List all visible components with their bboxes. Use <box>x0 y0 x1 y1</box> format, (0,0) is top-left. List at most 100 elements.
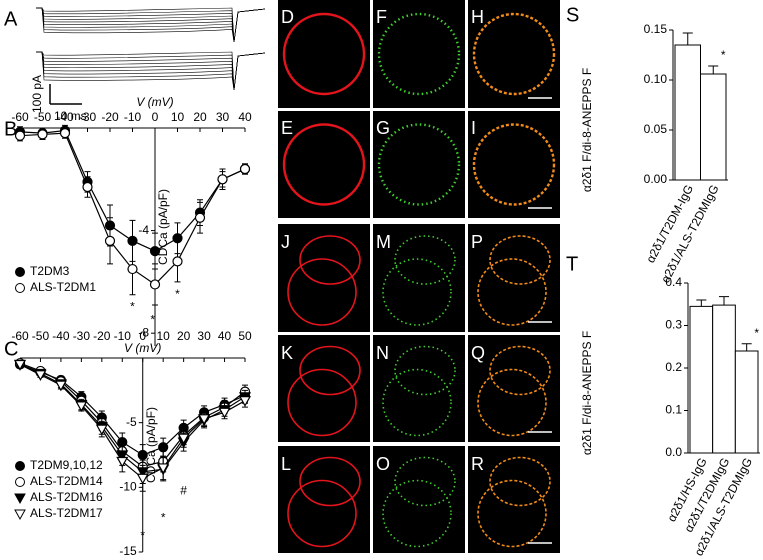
micrograph <box>468 224 560 332</box>
error-bar <box>682 32 693 45</box>
y-tick-label: 0.05 <box>644 122 668 136</box>
x-tick-label: -10 <box>114 329 132 343</box>
cell-outline <box>489 345 551 396</box>
cell-outline <box>477 368 547 437</box>
x-axis-label: V (mV) <box>124 341 161 355</box>
cell-outline <box>477 479 547 548</box>
panel-label: R <box>471 454 484 474</box>
panel-label: C <box>4 338 18 360</box>
panel-label: F <box>376 7 387 27</box>
cell-outline <box>377 123 461 206</box>
panel-label: K <box>281 343 293 363</box>
x-tick-label: 10 <box>157 329 171 343</box>
micrograph <box>468 335 560 442</box>
x-tick-label: -60 <box>11 329 29 343</box>
marker <box>116 456 129 468</box>
y-tick-label: 0.2 <box>665 360 682 374</box>
y-tick-label: 0.3 <box>665 318 682 332</box>
x-tick-label: -50 <box>34 110 52 124</box>
x-tick-label: 40 <box>218 329 232 343</box>
panel-label: G <box>376 118 390 138</box>
marker <box>14 130 26 141</box>
x-tick-label: -30 <box>73 329 91 343</box>
trace <box>36 7 266 43</box>
legend-marker <box>15 267 25 277</box>
legend-label: T2DM3 <box>30 264 70 278</box>
y-tick-label: -15 <box>119 544 137 558</box>
y-axis-label: CDCa (pA/pF) <box>156 189 170 265</box>
micrograph <box>468 0 560 108</box>
x-tick-label: 0 <box>139 329 146 343</box>
marker <box>194 212 206 223</box>
current-traces <box>36 7 266 91</box>
marker <box>59 128 71 139</box>
y-tick-label: -10 <box>119 480 137 494</box>
annotation: * <box>754 326 759 340</box>
micrograph <box>468 446 560 553</box>
panel-label: I <box>471 118 476 138</box>
y-tick-label: -8 <box>138 325 149 339</box>
micrograph <box>278 224 370 332</box>
x-tick-label: -60 <box>11 110 29 124</box>
trace <box>36 51 266 91</box>
micrograph <box>468 111 560 218</box>
x-tick-label: 20 <box>193 110 207 124</box>
legend-label: T2DM9,10,12 <box>30 458 103 472</box>
y-tick-label: 0.15 <box>644 22 668 36</box>
legend-label: ALS-T2DM17 <box>30 506 103 520</box>
marker <box>75 401 88 413</box>
marker <box>218 407 231 419</box>
micrograph <box>278 0 370 108</box>
marker <box>54 380 67 392</box>
marker <box>238 396 252 407</box>
marker <box>136 473 149 485</box>
trace <box>36 51 266 91</box>
marker <box>177 433 190 445</box>
cell-outline <box>299 345 361 396</box>
marker <box>82 181 93 193</box>
annotation: * <box>130 300 135 314</box>
bar <box>734 350 759 454</box>
x-tick-label: -50 <box>32 329 50 343</box>
trace <box>36 7 266 43</box>
bar <box>712 304 736 454</box>
panel-label: T <box>566 253 578 275</box>
legend-label: ALS-T2DM1 <box>30 280 96 294</box>
cell-outline <box>382 479 452 548</box>
cell-outline <box>394 456 456 507</box>
marker <box>127 263 138 275</box>
panel-label: E <box>281 118 293 138</box>
x-tick-label: -20 <box>93 329 111 343</box>
panel-label: J <box>281 232 290 252</box>
cell-outline <box>472 12 556 96</box>
cell-outline <box>382 368 452 437</box>
marker <box>172 256 183 267</box>
cell-outline <box>489 235 551 285</box>
bar <box>689 305 714 454</box>
micrograph <box>373 0 465 108</box>
marker <box>13 359 27 371</box>
trace <box>36 51 266 91</box>
annotation: * <box>150 313 155 327</box>
error-bar <box>719 296 729 306</box>
marker <box>198 414 211 426</box>
x-tick-label: 0 <box>152 110 159 124</box>
cell-outline <box>472 123 556 206</box>
trace <box>36 51 266 91</box>
micrograph <box>373 335 465 442</box>
x-tick-label: -20 <box>101 110 119 124</box>
x-tick-label: 30 <box>197 329 211 343</box>
micrograph <box>373 224 465 332</box>
y-tick-label: 0.0 <box>665 445 682 459</box>
annotation: # <box>180 483 187 497</box>
microscopy <box>278 0 560 553</box>
x-tick-label: -40 <box>52 329 70 343</box>
cell-outline <box>394 345 456 396</box>
trace <box>36 51 266 91</box>
error-bar <box>708 65 719 74</box>
annotation: * <box>161 511 166 525</box>
micrograph <box>278 446 370 553</box>
y-tick-label: 0.00 <box>644 172 668 186</box>
y-tick-label: -5 <box>126 415 137 429</box>
